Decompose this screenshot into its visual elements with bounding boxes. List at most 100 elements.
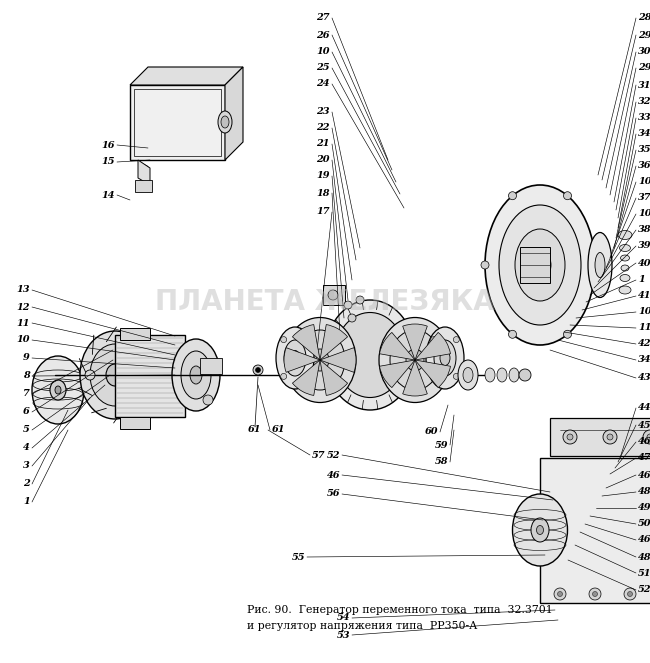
Ellipse shape bbox=[426, 327, 464, 389]
Ellipse shape bbox=[80, 331, 150, 419]
Ellipse shape bbox=[512, 494, 567, 566]
Text: 58: 58 bbox=[434, 457, 448, 467]
Text: 5: 5 bbox=[23, 426, 30, 434]
Ellipse shape bbox=[497, 368, 507, 382]
Text: 50: 50 bbox=[638, 520, 650, 528]
Ellipse shape bbox=[90, 344, 140, 406]
Ellipse shape bbox=[295, 330, 345, 390]
Text: 35: 35 bbox=[638, 145, 650, 154]
Text: 45: 45 bbox=[638, 420, 650, 430]
Ellipse shape bbox=[325, 300, 415, 410]
Ellipse shape bbox=[190, 366, 202, 384]
Circle shape bbox=[607, 434, 613, 440]
Circle shape bbox=[564, 192, 571, 200]
Text: 1: 1 bbox=[638, 276, 645, 284]
Text: 2: 2 bbox=[23, 479, 30, 489]
Text: 10: 10 bbox=[317, 48, 330, 56]
Circle shape bbox=[563, 430, 577, 444]
Text: 22: 22 bbox=[317, 123, 330, 133]
Text: 6: 6 bbox=[23, 408, 30, 416]
Text: 21: 21 bbox=[317, 139, 330, 149]
Text: 46: 46 bbox=[326, 471, 340, 479]
Text: 51: 51 bbox=[638, 568, 650, 577]
Text: 39: 39 bbox=[638, 241, 650, 251]
Wedge shape bbox=[292, 360, 320, 395]
Circle shape bbox=[589, 588, 601, 600]
Circle shape bbox=[519, 369, 531, 381]
Ellipse shape bbox=[50, 380, 66, 400]
Ellipse shape bbox=[84, 385, 92, 395]
Ellipse shape bbox=[588, 233, 612, 298]
Text: 23: 23 bbox=[317, 107, 330, 117]
Text: 4: 4 bbox=[23, 444, 30, 453]
Text: 46: 46 bbox=[638, 438, 650, 446]
Ellipse shape bbox=[458, 360, 478, 390]
Text: 48: 48 bbox=[638, 552, 650, 562]
Wedge shape bbox=[380, 360, 415, 388]
Text: 47: 47 bbox=[638, 453, 650, 463]
Text: 26: 26 bbox=[317, 30, 330, 40]
Circle shape bbox=[85, 370, 95, 380]
Ellipse shape bbox=[485, 185, 595, 345]
Text: 54: 54 bbox=[337, 613, 350, 623]
Ellipse shape bbox=[276, 327, 314, 389]
Text: 10: 10 bbox=[16, 335, 30, 345]
Circle shape bbox=[253, 365, 263, 375]
Ellipse shape bbox=[529, 250, 551, 280]
Circle shape bbox=[564, 330, 571, 338]
Wedge shape bbox=[380, 332, 415, 360]
Text: 10: 10 bbox=[638, 210, 650, 219]
Text: 11: 11 bbox=[16, 318, 30, 328]
Ellipse shape bbox=[595, 253, 605, 278]
Circle shape bbox=[453, 337, 460, 343]
Text: 10: 10 bbox=[638, 178, 650, 186]
Ellipse shape bbox=[55, 386, 61, 394]
Text: 52: 52 bbox=[326, 450, 340, 459]
Text: 29: 29 bbox=[638, 30, 650, 40]
Circle shape bbox=[591, 261, 599, 269]
Bar bbox=[115, 335, 185, 417]
Circle shape bbox=[603, 430, 617, 444]
Ellipse shape bbox=[218, 111, 232, 133]
Text: 28: 28 bbox=[638, 13, 650, 23]
Ellipse shape bbox=[509, 368, 519, 382]
Polygon shape bbox=[138, 160, 150, 185]
Polygon shape bbox=[135, 180, 152, 192]
Text: 53: 53 bbox=[337, 631, 350, 640]
Text: 41: 41 bbox=[638, 292, 650, 300]
Text: 19: 19 bbox=[317, 172, 330, 180]
Text: 20: 20 bbox=[317, 156, 330, 164]
Circle shape bbox=[356, 296, 364, 304]
Ellipse shape bbox=[499, 205, 581, 325]
Ellipse shape bbox=[32, 356, 84, 424]
Text: 27: 27 bbox=[317, 13, 330, 23]
Text: 46: 46 bbox=[638, 536, 650, 544]
Ellipse shape bbox=[284, 340, 306, 376]
Text: 3: 3 bbox=[23, 461, 30, 471]
Ellipse shape bbox=[181, 351, 211, 399]
Ellipse shape bbox=[434, 340, 456, 376]
Ellipse shape bbox=[390, 330, 440, 390]
Polygon shape bbox=[225, 67, 243, 160]
Wedge shape bbox=[403, 360, 427, 396]
Text: 61: 61 bbox=[248, 426, 262, 434]
Text: 55: 55 bbox=[291, 552, 305, 562]
Text: 43: 43 bbox=[638, 373, 650, 383]
Circle shape bbox=[508, 192, 517, 200]
Ellipse shape bbox=[463, 367, 473, 383]
Ellipse shape bbox=[221, 116, 229, 128]
Text: 40: 40 bbox=[638, 259, 650, 267]
Text: 18: 18 bbox=[317, 188, 330, 198]
Text: 44: 44 bbox=[638, 404, 650, 412]
Ellipse shape bbox=[406, 349, 424, 371]
Text: 61: 61 bbox=[272, 426, 285, 434]
Ellipse shape bbox=[619, 245, 630, 251]
Circle shape bbox=[304, 337, 309, 343]
Text: 37: 37 bbox=[638, 194, 650, 202]
Text: 36: 36 bbox=[638, 162, 650, 170]
Text: 31: 31 bbox=[638, 80, 650, 90]
Text: 33: 33 bbox=[638, 113, 650, 123]
Ellipse shape bbox=[621, 255, 629, 261]
Text: 42: 42 bbox=[638, 339, 650, 349]
Text: 46: 46 bbox=[638, 471, 650, 479]
